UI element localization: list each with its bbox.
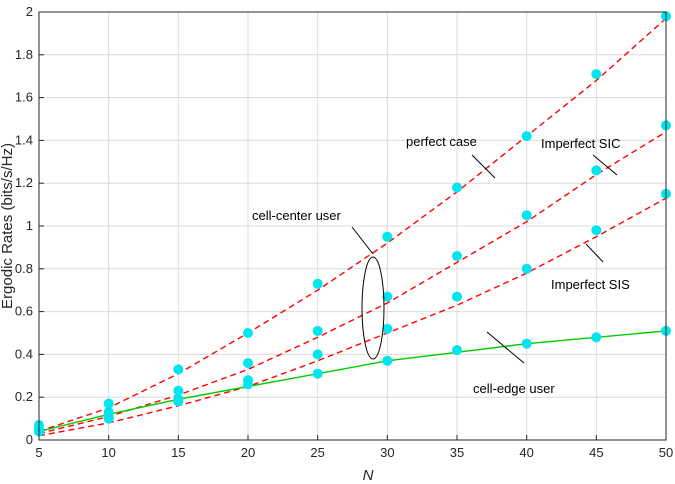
- marker-imperfect-sic: [452, 251, 462, 261]
- y-tick-label: 0.2: [15, 389, 33, 404]
- annotation-imperfect-sis: Imperfect SIS: [551, 277, 630, 292]
- x-tick-label: 5: [35, 445, 42, 460]
- marker-imperfect-sic: [173, 385, 184, 396]
- cell-edge-pointer: [486, 331, 525, 364]
- line-imperfect-sis: [38, 197, 667, 437]
- y-tick-label: 1.6: [15, 90, 33, 105]
- marker-perfect-case: [312, 278, 323, 289]
- marker-cell-edge-user: [382, 355, 393, 366]
- annotation-cell-edge-user: cell-edge user: [473, 381, 555, 396]
- marker-imperfect-sis: [452, 291, 462, 302]
- marker-cell-edge-user: [243, 379, 253, 390]
- y-tick-label: 1.2: [15, 175, 33, 190]
- annotation-perfect-case: perfect case: [406, 134, 477, 149]
- y-tick-label: 0.8: [15, 261, 33, 276]
- y-tick-label: 0: [26, 432, 33, 447]
- imperfect-sis-pointer: [585, 243, 604, 263]
- cell-center-pointer: [351, 226, 374, 255]
- imperfect-sic-pointer: [592, 154, 618, 176]
- x-tick-label: 30: [380, 445, 394, 460]
- perfect-case-pointer: [471, 154, 496, 179]
- marker-imperfect-sis: [591, 225, 602, 236]
- marker-cell-edge-user: [452, 345, 462, 356]
- marker-cell-edge-user: [521, 338, 532, 349]
- marker-cell-edge-user: [173, 394, 184, 405]
- marker-imperfect-sic: [521, 210, 532, 221]
- line-cell-edge-user: [38, 330, 667, 433]
- marker-perfect-case: [521, 131, 532, 142]
- series-lines: [38, 17, 667, 437]
- marker-perfect-case: [243, 328, 253, 338]
- y-axis-label: Ergodic Rates (bits/s/Hz): [0, 143, 16, 309]
- x-tick-label: 10: [101, 445, 115, 460]
- axis-ticks: 5 10 15 20 25 30 35 40 45 50 0 0.2 0.4 0.6 0.8 1 1.2 1.4 1…: [15, 4, 673, 460]
- x-tick-label: 50: [659, 445, 673, 460]
- x-tick-label: 20: [241, 445, 255, 460]
- marker-cell-edge-user: [312, 368, 323, 379]
- marker-perfect-case: [382, 231, 393, 242]
- x-tick-label: 45: [589, 445, 603, 460]
- y-tick-label: 0.6: [15, 304, 33, 319]
- marker-imperfect-sic: [382, 291, 393, 302]
- marker-imperfect-sic: [312, 325, 323, 336]
- y-tick-label: 0.4: [15, 346, 33, 361]
- simulation-markers: [34, 11, 671, 437]
- marker-imperfect-sic: [591, 165, 602, 176]
- x-tick-label: 25: [310, 445, 324, 460]
- y-tick-label: 1: [26, 218, 33, 233]
- line-imperfect-sic: [38, 131, 667, 435]
- y-tick-label: 1.8: [15, 47, 33, 62]
- marker-perfect-case: [452, 182, 462, 193]
- y-tick-label: 2: [26, 4, 33, 19]
- marker-imperfect-sis: [312, 349, 323, 360]
- x-tick-label: 15: [171, 445, 185, 460]
- annotations: perfect case Imperfect SIC cell-center u…: [252, 134, 630, 396]
- marker-cell-edge-user: [103, 411, 114, 422]
- annotation-cell-center-user: cell-center user: [252, 208, 342, 223]
- marker-perfect-case: [591, 69, 602, 80]
- marker-cell-edge-user: [591, 332, 602, 343]
- y-tick-label: 1.4: [15, 132, 33, 147]
- x-axis-label: N: [363, 467, 374, 484]
- marker-imperfect-sis: [382, 323, 393, 334]
- annotation-imperfect-sic: Imperfect SIC: [541, 136, 620, 151]
- marker-imperfect-sis: [521, 263, 532, 274]
- marker-perfect-case: [173, 364, 184, 375]
- marker-perfect-case: [103, 398, 114, 409]
- line-perfect-case: [38, 17, 667, 433]
- x-tick-label: 40: [519, 445, 533, 460]
- marker-imperfect-sic: [243, 358, 253, 368]
- x-tick-label: 35: [450, 445, 464, 460]
- cell-center-ellipse: [361, 256, 385, 360]
